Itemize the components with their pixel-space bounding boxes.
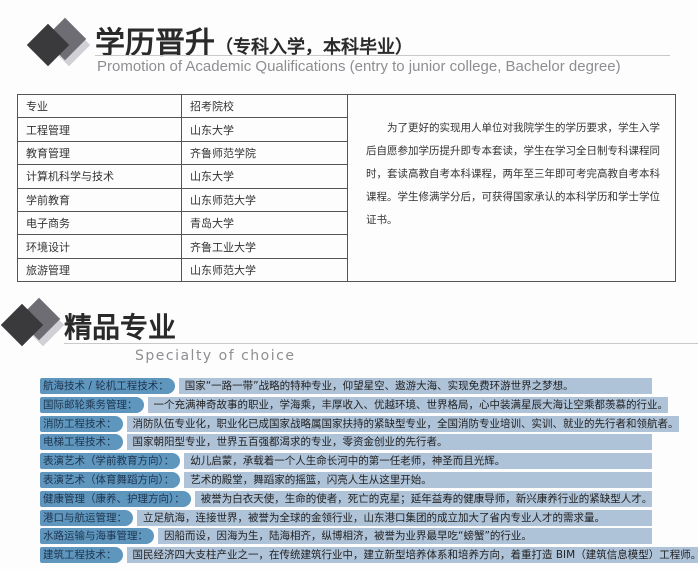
- major-cell: 旅游管理: [17, 257, 182, 283]
- diamond-logo-icon: [0, 297, 72, 360]
- specialty-text: 被誉为白衣天使，生命的使者，死亡的克星；延年益寿的健康导师，新兴康养行业的紧缺型…: [194, 490, 653, 507]
- specialty-text: 艺术的殿堂，舞蹈家的摇篮，闪亮人生从这里开始。: [184, 472, 652, 488]
- table-row: 学前教育 山东师范大学: [17, 187, 676, 212]
- specialty-text: 一个充满神奇故事的职业，学海乘，丰厚收入、优越环境、世界格局，心中装满星辰大海让…: [147, 396, 668, 413]
- major-cell: 专业: [17, 93, 182, 119]
- specialty-item: 健康管理（康养、护理方向）： 被誉为白衣天使，生命的使者，死亡的克星；延年益寿的健…: [40, 490, 653, 507]
- major-cell: 计算机科学与技术: [17, 164, 182, 189]
- specialty-item: 表演艺术（学前教育方向）： 幼儿启蒙，承载着一个人生命长河中的第一任老师，神圣而且…: [40, 453, 652, 470]
- table-header-row: 专业 招考院校: [17, 93, 676, 283]
- specialty-label: 消防工程技术：: [40, 415, 123, 432]
- specialty-item: 电梯工程技术： 国家朝阳型专业，世界五百强都渴求的专业，零资金创业的先行者。: [40, 434, 652, 451]
- school-cell: 招考院校: [181, 93, 348, 119]
- school-cell: 山东师范大学: [181, 257, 348, 283]
- specialty-text: 立足航海，连接世界，被誉为全球的金领行业，山东港口集团的成立加大了省内专业人才的…: [137, 509, 652, 526]
- major-cell: 工程管理: [17, 117, 182, 142]
- major-cell: 教育管理: [17, 140, 182, 166]
- majors-table: 专业 招考院校 工程管理 山东大学 教育管理 齐鲁师范学院 计算机科学与技术 山东大学 学前教育…: [17, 93, 676, 283]
- specialty-item: 港口与航运管理： 立足航海，连接世界，被誉为全球的金领行业，山东港口集团的成立加大…: [40, 509, 652, 526]
- table-row: 教育管理 齐鲁师范学院: [17, 140, 676, 166]
- school-cell: 山东大学: [181, 164, 348, 189]
- specialty-item: 表演艺术（体育舞蹈方向）： 艺术的殿堂，舞蹈家的摇篮，闪亮人生从这里开始。: [40, 472, 652, 488]
- specialty-label: 表演艺术（学前教育方向）：: [40, 453, 181, 470]
- specialty-text: 幼儿启蒙，承载着一个人生命长河中的第一任老师，神圣而且光辉。: [184, 453, 652, 470]
- school-cell: 山东师范大学: [181, 187, 348, 212]
- specialty-label: 水路运输与海事管理：: [40, 528, 154, 545]
- school-cell: 齐鲁师范学院: [181, 140, 348, 166]
- major-cell: 电子商务: [17, 210, 182, 236]
- specialty-item: 消防工程技术： 消防队伍专业化，职业化已成国家战略属国家扶持的紧缺型专业，全国消防…: [40, 415, 679, 432]
- table-row: 计算机科学与技术 山东大学: [17, 164, 676, 189]
- school-cell: 山东大学: [181, 117, 348, 142]
- specialty-item: 水路运输与海事管理： 因船而设，因海为生，陆海相齐，纵博相济，被誉为业界最早吃“螃…: [40, 528, 652, 545]
- specialty-label: 国际邮轮乘务管理：: [40, 396, 144, 413]
- specialty-label: 建筑工程技术：: [40, 547, 123, 564]
- specialty-label: 表演艺术（体育舞蹈方向）：: [40, 472, 181, 488]
- description-cell: [347, 93, 676, 283]
- specialty-item: 建筑工程技术： 国民经济四大支柱产业之一，在传统建筑行业中，建立新型培养体系和培养…: [40, 547, 698, 564]
- section-subtitle-promotion: Promotion of Academic Qualifications (en…: [97, 58, 621, 75]
- major-cell: 学前教育: [17, 187, 182, 212]
- specialty-text: 国家朝阳型专业，世界五百强都渴求的专业，零资金创业的先行者。: [126, 434, 652, 451]
- specialty-text: 因船而设，因海为生，陆海相齐，纵博相济，被誉为业界最早吃“螃蟹”的行业。: [158, 528, 652, 545]
- section-title-specialty: 精品专业: [64, 311, 177, 344]
- specialty-label: 港口与航运管理：: [40, 509, 133, 526]
- section-subtitle-specialty: Specialty of choice: [135, 348, 296, 364]
- specialty-text: 国民经济四大支柱产业之一，在传统建筑行业中，建立新型培养体系和培养方向，着重打造…: [126, 547, 698, 564]
- specialty-label: 电梯工程技术：: [40, 434, 123, 451]
- table-row: 环境设计 齐鲁工业大学: [17, 234, 676, 259]
- table-row: 旅游管理 山东师范大学: [17, 257, 676, 283]
- school-cell: 青岛大学: [181, 210, 348, 236]
- specialty-item: 国际邮轮乘务管理： 一个充满神奇故事的职业，学海乘，丰厚收入、优越环境、世界格局，…: [40, 396, 668, 413]
- promotion-description: 为了更好的实现用人单位对我院学生的学历要求，学生入学后自愿参加学历提升即专本套读…: [366, 122, 660, 226]
- specialty-label: 航海技术 / 轮机工程技术：: [40, 378, 175, 394]
- specialty-text: 国家“一路一带”战略的特种专业，仰望星空、遨游大海、实现免费环游世界之梦想。: [178, 378, 652, 394]
- specialty-item: 航海技术 / 轮机工程技术： 国家“一路一带”战略的特种专业，仰望星空、遨游大海、…: [40, 378, 652, 394]
- major-cell: 环境设计: [17, 234, 182, 259]
- diamond-logo-icon: [26, 17, 98, 80]
- table-row: 电子商务 青岛大学: [17, 210, 676, 236]
- specialty-label: 健康管理（康养、护理方向）：: [40, 490, 191, 507]
- school-cell: 齐鲁工业大学: [181, 234, 348, 259]
- specialty-text: 消防队伍专业化，职业化已成国家战略属国家扶持的紧缺型专业，全国消防专业培训、实训…: [126, 415, 679, 432]
